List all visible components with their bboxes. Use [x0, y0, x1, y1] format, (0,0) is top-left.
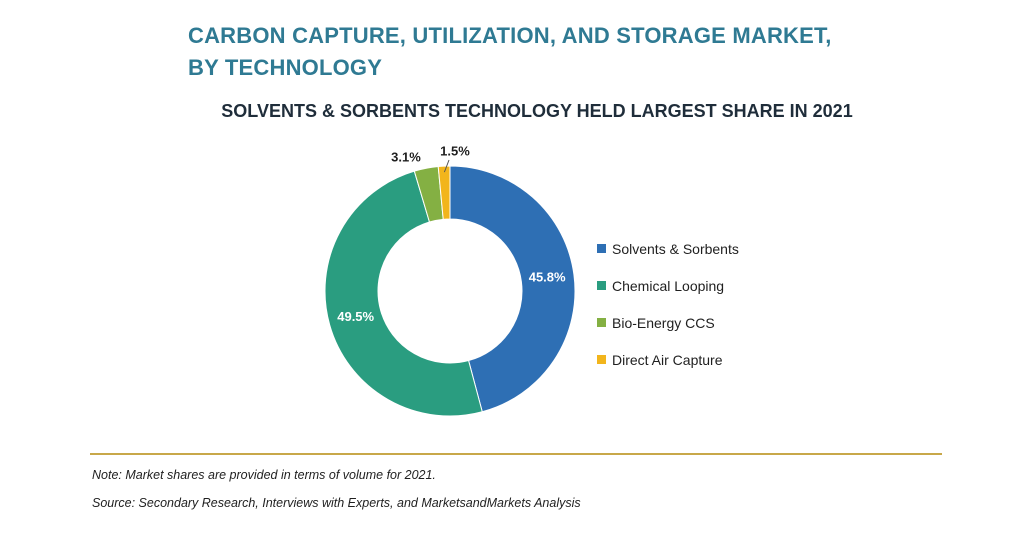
legend-swatch-bio-energy-ccs	[597, 318, 606, 327]
footer-source: Source: Secondary Research, Interviews w…	[92, 496, 581, 510]
donut-slice-direct-air-capture	[437, 165, 451, 220]
data-label-chemical-looping: 49.5%	[337, 309, 374, 324]
legend-swatch-direct-air-capture	[597, 355, 606, 364]
footer-divider	[90, 453, 942, 455]
legend-swatch-chemical-looping	[597, 281, 606, 290]
leader-line-direct-air-capture	[443, 159, 450, 173]
legend-item-solvents-sorbents: Solvents & Sorbents	[597, 230, 739, 267]
data-label-solvents-sorbents: 45.8%	[529, 270, 566, 285]
data-label-direct-air-capture: 1.5%	[440, 143, 470, 158]
legend-item-direct-air-capture: Direct Air Capture	[597, 341, 739, 378]
footer-note: Note: Market shares are provided in term…	[92, 468, 436, 482]
chart-subtitle: SOLVENTS & SORBENTS TECHNOLOGY HELD LARG…	[221, 101, 853, 121]
legend-label-direct-air-capture: Direct Air Capture	[612, 351, 723, 368]
legend-label-bio-energy-ccs: Bio-Energy CCS	[612, 314, 715, 331]
legend-label-solvents-sorbents: Solvents & Sorbents	[612, 240, 739, 257]
chart-title-line-1: CARBON CAPTURE, UTILIZATION, AND STORAGE…	[188, 23, 832, 48]
legend-item-bio-energy-ccs: Bio-Energy CCS	[597, 304, 739, 341]
legend-label-chemical-looping: Chemical Looping	[612, 277, 725, 294]
chart-title-line-2: BY TECHNOLOGY	[188, 55, 383, 80]
donut-slice-chemical-looping	[324, 170, 483, 417]
legend-swatch-solvents-sorbents	[597, 244, 606, 253]
donut-slice-solvents-sorbents	[449, 165, 576, 413]
legend-item-chemical-looping: Chemical Looping	[597, 267, 739, 304]
chart-legend: Solvents & Sorbents Chemical Looping Bio-E…	[597, 230, 739, 378]
chart-title: CARBON CAPTURE, UTILIZATION, AND STORAGE…	[188, 20, 832, 84]
data-label-bio-energy-ccs: 3.1%	[391, 149, 421, 164]
